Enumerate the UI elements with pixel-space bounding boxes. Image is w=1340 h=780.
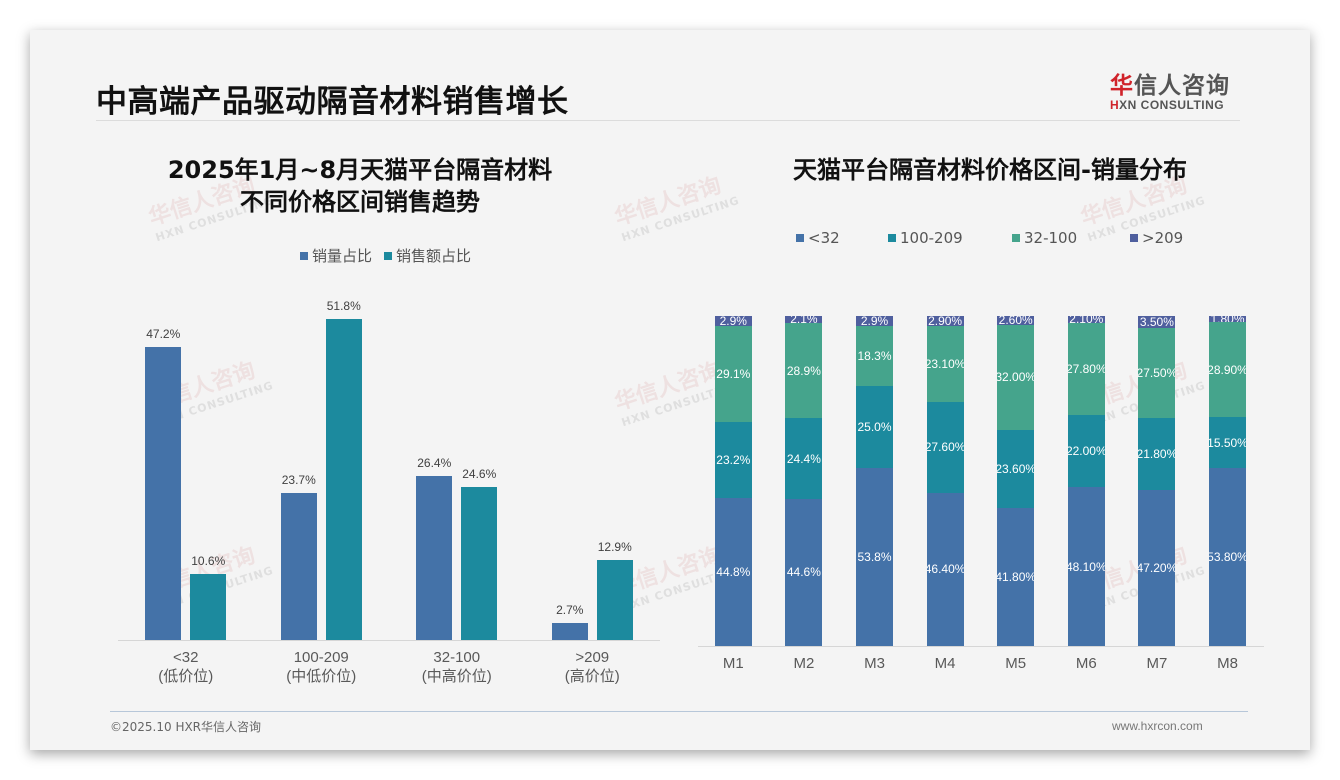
legend-swatch — [1130, 234, 1138, 242]
bar-revenue — [190, 574, 227, 640]
stack-segment: 44.8% — [714, 498, 752, 646]
x-axis-label: <32 (低价位) — [158, 649, 214, 685]
x-axis-label: M8 — [1217, 655, 1238, 672]
right-chart-title: 天猫平台隔音材料价格区间-销量分布 — [793, 156, 1187, 184]
bar-volume — [145, 347, 182, 640]
stack-segment: 23.60% — [997, 430, 1035, 509]
legend-item-gt209: >209 — [1130, 229, 1183, 247]
stack-segment: 44.6% — [785, 498, 823, 646]
stack-segment: 22.00% — [1067, 414, 1105, 488]
x-axis-label: >209 (高价位) — [564, 649, 620, 685]
data-label: 51.8% — [326, 298, 361, 313]
x-axis-label: M3 — [864, 655, 885, 672]
legend-swatch — [796, 234, 804, 242]
x-axis-label: M5 — [1005, 655, 1027, 672]
x-axis-label: 32-100 (中高价位) — [421, 649, 492, 685]
footer-copyright: ©2025.10 HXR华信人咨询 — [110, 720, 262, 734]
logo-cn: 华信人咨询 — [1110, 73, 1230, 99]
slide: 中高端产品驱动隔音材料销售增长 华信人咨询 HXN CONSULTING 华信人… — [30, 30, 1310, 750]
right-chart-legend: <32 100-209 32-100 >209 — [796, 229, 1183, 247]
stack-segment: 2.90% — [926, 316, 964, 326]
x-axis-label: M6 — [1075, 655, 1097, 672]
x-axis-label: M2 — [793, 655, 815, 672]
stack-segment: 2.60% — [997, 316, 1035, 325]
bar-revenue — [325, 318, 362, 640]
company-logo: 华信人咨询 HXN CONSULTING — [1110, 66, 1240, 112]
stack-segment: 53.8% — [856, 468, 893, 646]
stack-segment: 32.00% — [997, 324, 1035, 431]
stack-segment: 2.10% — [1067, 316, 1105, 323]
x-axis-label: 100-209 (中低价位) — [286, 649, 357, 685]
stack-segment: 25.0% — [856, 385, 893, 469]
data-label: 10.6% — [191, 554, 226, 569]
legend-item-volume: 销量占比 — [300, 245, 372, 266]
stack-segment: 15.50% — [1209, 417, 1246, 469]
legend-swatch — [384, 251, 393, 260]
stack-segment: 2.9% — [714, 316, 752, 326]
x-axis-label: M1 — [722, 655, 744, 672]
data-label: 26.4% — [417, 456, 452, 471]
stack-segment: 48.10% — [1067, 487, 1105, 646]
stack-segment: 53.80% — [1209, 468, 1246, 646]
data-label: 24.6% — [462, 467, 497, 482]
stack-segment: 2.1% — [785, 316, 823, 323]
x-axis-line — [118, 640, 660, 641]
footer-website: www.hxrcon.com — [1112, 719, 1203, 733]
left-chart-title: 2025年1月~8月天猫平台隔音材料 不同价格区间销售趋势 — [167, 156, 553, 216]
stack-segment: 46.40% — [926, 492, 964, 646]
title-divider — [96, 120, 1240, 121]
left-chart-plot: 47.2% 10.6% <32 (低价位) 23.7% 51.8% 100-209 (中低价位… — [118, 298, 660, 700]
data-label: 47.2% — [146, 327, 181, 342]
stack-segment: 23.10% — [926, 325, 964, 402]
stack-segment: 28.90% — [1209, 321, 1246, 418]
stack-segment: 47.20% — [1138, 490, 1176, 646]
stack-segment: 27.80% — [1067, 322, 1105, 415]
legend-item-100-209: 100-209 — [888, 229, 1012, 247]
bar-volume — [416, 476, 453, 640]
x-axis-line — [698, 646, 1264, 647]
stack-segment: 21.80% — [1138, 418, 1176, 491]
data-label: 2.7% — [556, 603, 584, 618]
stack-segment: 23.2% — [714, 421, 752, 499]
stack-segment: 28.9% — [785, 322, 823, 419]
legend-swatch — [888, 234, 896, 242]
stack-segment: 41.80% — [997, 508, 1035, 646]
x-axis-label: M4 — [934, 655, 956, 672]
stack-segment: 18.3% — [856, 325, 893, 386]
stack-segment: 29.1% — [714, 325, 752, 422]
bar-volume — [551, 623, 588, 640]
stack-segment: 27.50% — [1138, 327, 1176, 419]
bar-revenue — [596, 560, 633, 640]
data-label: 12.9% — [597, 540, 632, 555]
legend-swatch — [300, 251, 308, 260]
legend-item-revenue: 销售额占比 — [384, 245, 471, 266]
data-label: 23.7% — [281, 473, 316, 488]
stack-segment: 24.4% — [785, 418, 823, 499]
legend-item-32-100: 32-100 — [1012, 229, 1130, 247]
stack-segment: 2.9% — [856, 316, 893, 326]
bar-volume — [280, 493, 317, 640]
legend-item-lt32: <32 — [796, 229, 888, 247]
stack-segment: 3.50% — [1138, 316, 1176, 328]
legend-swatch — [1012, 234, 1020, 242]
bar-revenue — [461, 487, 498, 640]
footer-divider — [110, 711, 1248, 712]
stack-segment: 27.60% — [926, 401, 964, 493]
right-chart-plot: 44.8%23.2%29.1%2.9%M144.6%24.4%28.9%2.1%… — [698, 300, 1264, 700]
x-axis-label: M7 — [1146, 655, 1168, 672]
stack-segment: 1.80% — [1209, 316, 1246, 322]
page-title: 中高端产品驱动隔音材料销售增长 — [96, 84, 569, 120]
left-chart-legend: 销量占比 销售额占比 — [300, 245, 471, 266]
logo-en: HXN CONSULTING — [1110, 98, 1225, 112]
